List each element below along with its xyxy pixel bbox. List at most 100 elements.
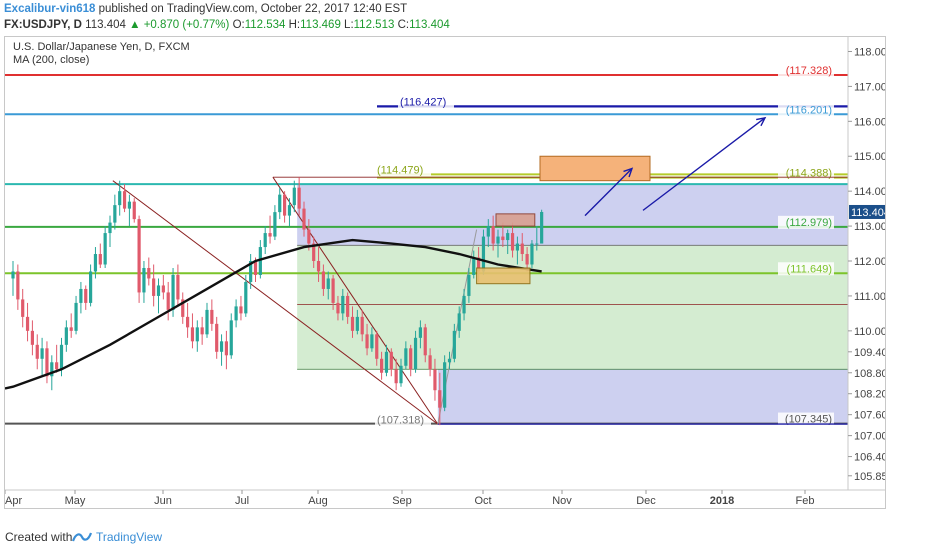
author-link[interactable]: Excalibur-vin618 xyxy=(4,3,96,15)
candle-body xyxy=(195,327,199,342)
candle-body xyxy=(21,299,25,317)
price-chart[interactable]: (117.328) (116.201) (116.427) (114.479) (114… xyxy=(5,37,885,508)
time-tick-label: Jul xyxy=(235,495,249,507)
candle-body xyxy=(312,243,316,262)
candle-body xyxy=(413,337,418,370)
candle-body xyxy=(25,316,30,331)
level-label-bg xyxy=(778,262,834,276)
candle-body xyxy=(481,236,486,272)
level-label: (111.649) xyxy=(787,263,832,275)
support-box[interactable] xyxy=(476,267,531,285)
candle-body xyxy=(59,344,64,370)
candle-body xyxy=(540,211,544,244)
candle-body xyxy=(331,278,335,303)
level-label-bg xyxy=(778,412,834,426)
candle-body xyxy=(380,358,384,373)
candle-body xyxy=(443,362,447,408)
candle-body xyxy=(118,191,122,206)
level-label: (107.345) xyxy=(785,414,832,426)
candle-body xyxy=(491,226,495,244)
level-label-bg xyxy=(778,166,834,180)
candle-body xyxy=(292,187,296,206)
candle-body xyxy=(234,306,238,321)
level-label: (114.479) xyxy=(377,164,423,176)
footer: Created with TradingView xyxy=(0,524,932,550)
level-label: (107.318) xyxy=(377,415,424,427)
candle-body xyxy=(190,327,195,342)
candle-body xyxy=(35,344,39,359)
candle-body xyxy=(384,351,389,373)
projection-arrow[interactable] xyxy=(584,167,633,217)
candle-body xyxy=(186,316,190,328)
high-label: H: xyxy=(288,19,301,31)
close-value: 113.404 xyxy=(409,19,450,31)
candle-body xyxy=(438,390,442,408)
price-tick-label: 117.000 xyxy=(854,81,885,93)
candle-body xyxy=(137,219,141,293)
candle-body xyxy=(428,355,432,370)
candle-body xyxy=(166,292,170,310)
arrow-head-icon xyxy=(623,167,634,178)
tradingview-brand[interactable]: TradingView xyxy=(96,530,163,544)
candle-body xyxy=(321,271,325,289)
time-tick-label: Oct xyxy=(474,495,491,507)
candle-body xyxy=(224,341,228,356)
ma-200-line xyxy=(5,238,542,390)
candle-body xyxy=(520,243,524,255)
level-label-bg xyxy=(778,103,834,117)
arrow-head-icon xyxy=(756,116,767,127)
target-box[interactable] xyxy=(539,155,651,182)
candle-body xyxy=(341,295,345,314)
candle-body xyxy=(355,316,359,331)
price-tick-label: 107.600 xyxy=(854,410,885,422)
candle-body xyxy=(55,362,59,370)
candle-body xyxy=(457,313,461,331)
candle-body xyxy=(477,257,481,272)
candle-body xyxy=(156,285,161,296)
candle-body xyxy=(84,288,88,303)
level-label-bg xyxy=(778,215,834,229)
chart-panel[interactable]: (117.328) (116.201) (116.427) (114.479) (114… xyxy=(4,36,886,509)
candle-body xyxy=(79,288,83,303)
time-tick-label: Nov xyxy=(552,495,572,507)
publish-line: Excalibur-vin618 published on TradingVie… xyxy=(4,3,407,15)
price-tick-label: 109.400 xyxy=(854,347,885,359)
candle-body xyxy=(297,187,301,209)
candle-body xyxy=(210,309,214,324)
candle-body xyxy=(219,341,224,352)
candle-body xyxy=(409,348,413,370)
candle-body xyxy=(350,316,355,331)
candle-body xyxy=(467,274,471,296)
candle-body xyxy=(132,201,136,220)
candle-body xyxy=(535,243,539,245)
last-price-badge xyxy=(849,204,885,219)
ohlc-line: FX:USDJPY, D 113.404 ▲ +0.870 (+0.77%) O… xyxy=(4,19,450,31)
candle-body xyxy=(394,369,398,384)
resistance-box[interactable] xyxy=(495,213,536,227)
candle-body xyxy=(273,212,277,237)
open-label: O: xyxy=(232,19,245,31)
price-tick-label: 110.000 xyxy=(854,326,885,338)
candle-body xyxy=(93,254,98,272)
level-label: (116.427) xyxy=(400,96,446,108)
candle-body xyxy=(69,327,73,331)
candle-body xyxy=(176,274,180,300)
candle-body xyxy=(530,243,534,265)
candle-body xyxy=(229,320,233,356)
candle-body xyxy=(108,222,112,234)
candle-body xyxy=(462,295,466,314)
projection-arrow[interactable] xyxy=(642,117,766,211)
candle-body xyxy=(433,369,437,391)
candle-body xyxy=(287,205,292,216)
candle-body xyxy=(205,309,209,335)
time-tick-label: May xyxy=(65,495,86,507)
level-label: (116.201) xyxy=(786,104,832,116)
time-tick-label: Feb xyxy=(796,495,815,507)
price-tick-label: 118.000 xyxy=(854,46,885,58)
last-price: 113.404 xyxy=(85,19,126,31)
candle-body xyxy=(244,281,248,314)
change-value: +0.870 (+0.77%) xyxy=(143,19,230,31)
candle-body xyxy=(161,285,165,293)
candle-body xyxy=(375,334,379,359)
candle-body xyxy=(365,334,369,349)
